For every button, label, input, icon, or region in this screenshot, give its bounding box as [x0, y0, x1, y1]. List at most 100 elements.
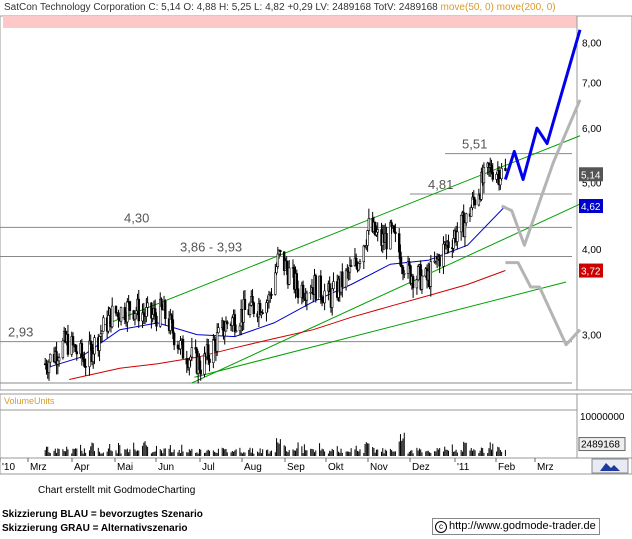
candle-body	[376, 229, 379, 233]
x-tick-label: Okt	[328, 462, 344, 473]
candle-body	[358, 261, 362, 264]
scenario-sketches	[500, 29, 582, 347]
candle-body	[301, 284, 305, 299]
candle-body	[198, 356, 201, 371]
x-tick-label: Mrz	[30, 462, 47, 473]
price-tag-label: 3,72	[581, 267, 601, 278]
chart-header: SatCon Technology Corporation C: 5,14 O:…	[4, 2, 556, 13]
x-tick-label: Mai	[117, 462, 133, 473]
channel-line	[191, 203, 581, 384]
volume-axis-label: VolumeUnits	[4, 396, 55, 406]
header-moving-averages: move(50, 0) move(200, 0)	[440, 2, 556, 13]
footer-url: http://www.godmode-trader.de	[449, 520, 596, 532]
candle-body	[57, 357, 61, 362]
candle-body	[159, 298, 162, 327]
price-tag-label: 4,62	[581, 202, 601, 213]
candle-body	[133, 313, 137, 320]
candle-body	[459, 214, 463, 233]
candle-body	[171, 319, 175, 334]
candle-body	[49, 353, 52, 363]
candle-body	[385, 233, 388, 250]
x-tick-label: Feb	[498, 462, 516, 473]
volume-bars: 2489168	[44, 432, 626, 456]
candle-body	[261, 312, 264, 314]
candle-body	[270, 294, 273, 296]
candle-body	[155, 315, 158, 327]
y-tick-label: 7,00	[582, 78, 602, 89]
candle-body	[296, 288, 300, 298]
candle-body	[314, 275, 317, 300]
candle-body	[234, 330, 238, 333]
volume-last-tag	[578, 437, 626, 452]
level-label: 2,93	[8, 325, 33, 340]
candle-body	[189, 356, 192, 361]
candle-body	[429, 261, 433, 287]
candle-body	[275, 266, 278, 274]
volume-last-label: 2489168	[581, 440, 620, 451]
candle-body	[480, 171, 483, 200]
candle-body	[153, 308, 157, 317]
candle-body	[323, 290, 326, 304]
candle-body	[188, 359, 191, 369]
candle-body	[128, 301, 132, 311]
candle-body	[252, 302, 256, 315]
candle-body	[185, 358, 188, 365]
candle-body	[98, 336, 101, 351]
price-tag-box	[579, 199, 603, 214]
candle-body	[217, 327, 220, 333]
candle-body	[88, 340, 91, 368]
candle-body	[212, 339, 215, 363]
footer-link[interactable]: c http://www.godmode-trader.de	[432, 518, 600, 535]
candle-body	[328, 283, 331, 293]
ma200-line	[69, 270, 506, 380]
candle-body	[504, 168, 507, 171]
candle-body	[84, 366, 87, 368]
price-tag-label: 5,14	[581, 170, 601, 181]
y-tick-label: 3,00	[582, 331, 602, 342]
time-axis-bar	[0, 457, 632, 475]
candle-body	[332, 281, 335, 290]
x-tick-label: Nov	[370, 462, 388, 473]
level-annotations: 5,51 4,81 4,30 3,86 - 3,93 2,93	[8, 137, 487, 340]
candle-body	[243, 299, 247, 310]
nav-button[interactable]	[591, 458, 629, 474]
level-label: 4,81	[428, 177, 453, 192]
candle-body	[362, 245, 366, 263]
candle-body	[179, 340, 182, 350]
candle-body	[102, 317, 105, 332]
candle-body	[399, 251, 402, 266]
candle-body	[344, 269, 348, 288]
price-tag-box	[579, 167, 603, 182]
candlesticks	[43, 157, 507, 384]
candle-body	[238, 325, 242, 332]
candle-body	[99, 333, 103, 337]
candle-body	[401, 266, 405, 274]
candle-body	[348, 265, 352, 273]
x-tick-label: Sep	[287, 462, 305, 473]
price-tags: 5,14 4,62 3,72	[579, 167, 603, 278]
level-label: 5,51	[462, 137, 487, 152]
candle-body	[392, 225, 396, 233]
candle-body	[366, 230, 369, 246]
y-tick-label: 8,00	[582, 39, 602, 50]
candle-body	[74, 344, 77, 352]
candle-body	[231, 317, 234, 326]
price-axis-labels: 8,00 7,00 6,00 5,00 4,00 3,00	[582, 39, 602, 342]
x-tick-label: '10	[2, 462, 15, 473]
y-tick-label: 4,00	[582, 245, 602, 256]
candle-body	[83, 358, 86, 367]
x-tick-label: Apr	[74, 462, 90, 473]
candle-body	[403, 273, 406, 275]
candle-body	[233, 314, 237, 333]
scenario-gray-path	[505, 261, 582, 347]
candle-body	[472, 196, 475, 201]
candle-body	[438, 256, 441, 267]
candle-body	[207, 344, 210, 360]
candle-body	[45, 363, 48, 370]
candle-body	[135, 310, 138, 314]
candle-body	[151, 314, 154, 319]
candle-body	[319, 275, 323, 298]
chart-credit: Chart erstellt mit GodmodeCharting	[38, 485, 196, 496]
candle-body	[107, 315, 110, 332]
candle-body	[416, 266, 420, 281]
